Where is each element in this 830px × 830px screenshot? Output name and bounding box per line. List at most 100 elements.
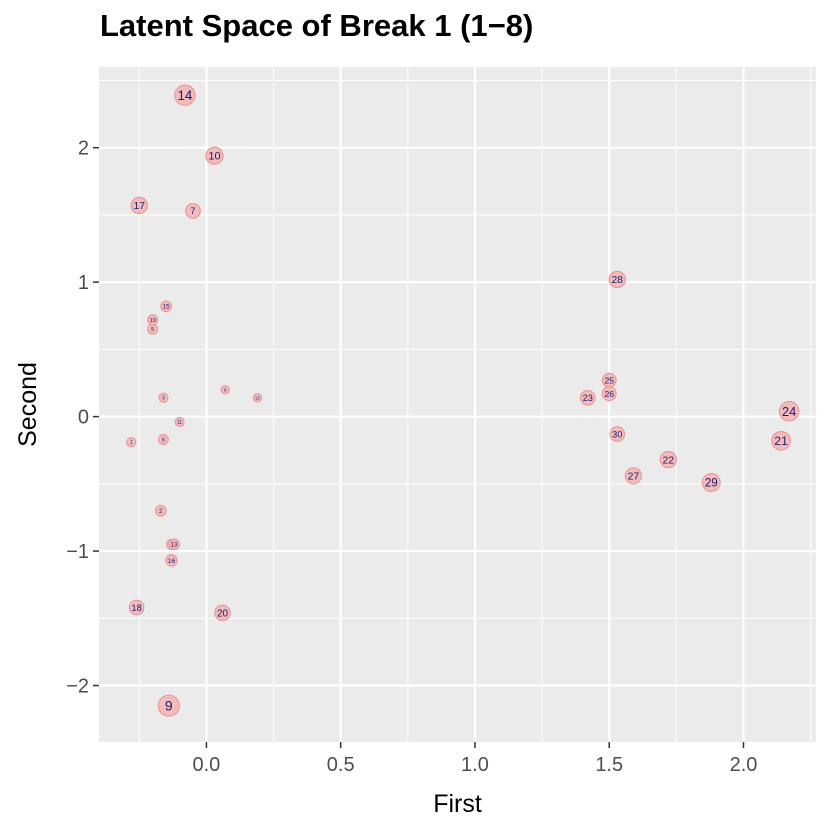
point-marker xyxy=(701,472,721,492)
point-marker xyxy=(168,538,181,551)
point-label: 27 xyxy=(628,472,640,483)
data-point: 1 xyxy=(126,437,137,448)
point-label: 21 xyxy=(774,434,788,448)
point-label: 29 xyxy=(705,477,718,490)
data-point: 30 xyxy=(609,426,626,442)
point-label: 6 xyxy=(162,437,165,443)
point-label: 1 xyxy=(130,440,133,446)
point-marker xyxy=(214,604,231,622)
y-tick-label: 2 xyxy=(78,138,89,160)
grid-minor xyxy=(99,67,816,742)
point-label: 20 xyxy=(217,608,228,619)
point-marker xyxy=(130,196,148,215)
point-label: 3 xyxy=(162,396,165,402)
x-tick-label: 2.0 xyxy=(730,754,758,776)
y-axis: −2 −1 0 1 2 xyxy=(66,138,99,698)
point-marker xyxy=(126,437,137,448)
point-label: 19 xyxy=(150,318,156,324)
point-label: 10 xyxy=(208,151,220,163)
data-point: 14 xyxy=(174,84,196,106)
data-point: 2 xyxy=(154,504,167,517)
point-marker xyxy=(147,314,159,326)
data-point: 11 xyxy=(174,416,185,428)
point-marker xyxy=(601,386,617,402)
point-marker xyxy=(174,84,196,106)
point-label: 8 xyxy=(224,387,227,392)
point-label: 25 xyxy=(604,375,614,385)
y-tick-label: 1 xyxy=(78,272,89,294)
point-label: 17 xyxy=(133,201,145,212)
data-point: 15 xyxy=(160,300,173,313)
data-point: 13 xyxy=(168,538,181,551)
point-label: 30 xyxy=(612,429,622,439)
data-point: 29 xyxy=(701,472,721,492)
data-point: 25 xyxy=(601,372,617,388)
data-point: 18 xyxy=(128,599,145,616)
point-label: 15 xyxy=(163,304,170,311)
point-marker xyxy=(771,430,791,451)
data-point: 24 xyxy=(778,400,800,422)
point-marker xyxy=(220,385,230,395)
x-axis-title: First xyxy=(433,790,482,818)
point-marker xyxy=(160,300,173,313)
data-point: 12 xyxy=(252,393,263,403)
point-marker xyxy=(205,146,224,165)
data-point: 22 xyxy=(659,450,678,469)
point-marker xyxy=(609,426,626,442)
data-point: 28 xyxy=(608,270,626,289)
point-marker xyxy=(778,400,800,422)
x-tick-label: 1.5 xyxy=(595,754,623,776)
y-tick-label: −2 xyxy=(66,676,89,698)
data-point: 6 xyxy=(157,433,169,445)
point-label: 14 xyxy=(177,88,192,103)
point-label: 5 xyxy=(151,327,154,333)
plot-panel xyxy=(99,67,816,742)
point-marker xyxy=(154,504,167,517)
point-label: 23 xyxy=(583,393,593,403)
point-label: 13 xyxy=(171,542,178,549)
data-point: 8 xyxy=(220,385,230,395)
point-marker xyxy=(185,202,201,219)
point-marker xyxy=(579,389,596,406)
data-point: 7 xyxy=(185,202,201,219)
data-point: 27 xyxy=(624,467,643,485)
point-label: 2 xyxy=(159,508,163,515)
data-point: 26 xyxy=(601,386,617,402)
data-point: 10 xyxy=(205,146,224,165)
point-marker xyxy=(128,599,145,616)
data-point: 9 xyxy=(157,694,180,717)
point-marker xyxy=(174,416,185,428)
point-label: 7 xyxy=(190,206,195,216)
data-point: 23 xyxy=(579,389,596,406)
x-tick-label: 0.5 xyxy=(327,754,355,776)
point-marker xyxy=(252,393,263,403)
point-label: 18 xyxy=(131,603,141,613)
y-axis-title: Second xyxy=(14,362,42,447)
point-marker xyxy=(165,554,178,567)
point-marker xyxy=(624,467,643,485)
point-label: 22 xyxy=(663,455,675,466)
data-point: 17 xyxy=(130,196,148,215)
point-marker xyxy=(157,694,180,717)
data-point: 21 xyxy=(771,430,791,451)
data-point: 20 xyxy=(214,604,231,622)
point-label: 24 xyxy=(782,404,796,419)
data-point: 3 xyxy=(158,392,169,403)
point-label: 28 xyxy=(611,275,623,286)
point-label: 26 xyxy=(604,389,614,399)
data-point: 16 xyxy=(165,554,178,567)
data-point: 5 xyxy=(147,323,159,335)
x-tick-label: 0.0 xyxy=(193,754,221,776)
x-tick-label: 1.0 xyxy=(461,754,489,776)
point-label: 9 xyxy=(165,698,173,714)
data-points: 1234567891011121314151617181920212223242… xyxy=(126,84,800,717)
point-marker xyxy=(608,270,626,289)
point-marker xyxy=(157,433,169,445)
point-marker xyxy=(659,450,678,469)
point-marker xyxy=(158,392,169,403)
chart-title: Latent Space of Break 1 (1−8) xyxy=(100,8,534,43)
y-tick-label: 0 xyxy=(78,407,89,429)
y-tick-label: −1 xyxy=(66,541,89,563)
x-axis: 0.0 0.5 1.0 1.5 2.0 xyxy=(193,742,758,776)
